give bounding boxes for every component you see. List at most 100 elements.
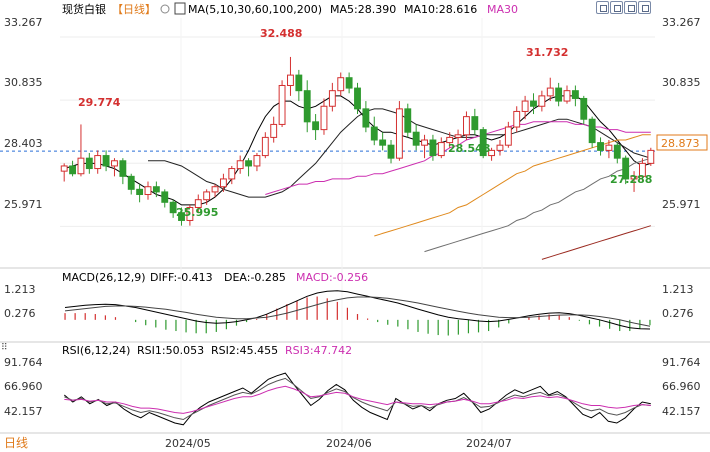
price-tick-left: 30.835 [4,76,43,89]
candle-body [622,157,630,180]
candle-body [421,139,428,146]
candle-body [563,90,571,102]
macd-tick: 1.213 [4,283,36,296]
candle-body [228,168,236,180]
candle-body [630,175,638,180]
candle-body [588,118,596,144]
candle-body [203,191,211,201]
rsi-tick: 91.764 [4,356,43,369]
candle-body [194,199,202,208]
candle-body [471,116,479,131]
candle-body [555,87,563,102]
candle-body [219,178,227,188]
macd-tick: 0.276 [662,307,694,320]
candle-body [395,108,403,159]
macd-diff-line [64,290,651,330]
candle-body [538,95,546,107]
candle-body [370,126,378,141]
rsi-panel [63,372,651,426]
candle-body [278,84,286,125]
panel-resize-icon[interactable]: ⠿ [1,342,8,353]
candle-body [504,126,512,146]
candle-body [119,160,127,177]
candle-body [412,131,420,146]
period-button[interactable]: 日线 [4,436,28,450]
candle-body [546,87,554,97]
x-axis-label: 2024/07 [466,437,512,450]
high-annotation: 32.488 [260,27,302,40]
macd-panel [64,290,651,336]
candle-body [312,121,320,131]
rsi2-line [64,377,651,421]
ma30-value: MA30 [487,3,518,16]
candle-body [69,165,77,175]
candle-body [580,97,588,120]
candle-body [245,160,252,167]
candle-body [261,136,269,157]
rsi-tick: 66.960 [4,380,43,393]
rsi3-value: RSI3:47.742 [285,344,352,357]
macd-diff: DIFF:-0.413 [150,271,213,284]
x-axis-label: 2024/06 [326,437,372,450]
candle-body [152,186,160,193]
fullscreen-icon[interactable] [638,1,651,14]
price-tick-left: 33.267 [4,16,43,29]
candle-body [211,186,219,193]
candle-body [479,129,487,157]
ma60-line [374,134,651,237]
candle-body [85,157,93,170]
low-annotation: 28.548 [448,142,490,155]
ma10-value: MA10:28.616 [404,3,477,16]
x-axis-label: 2024/05 [165,437,211,450]
candle-body [613,144,621,159]
grid-lines [0,18,710,434]
candle-body [530,100,537,107]
candle-body [178,212,185,221]
candle-body [320,105,328,131]
candle-body [521,100,529,112]
candle-body [647,149,655,164]
rsi1-value: RSI1:50.053 [137,344,204,357]
candle-body [638,162,646,177]
candle-body [345,77,353,89]
macd-dea-line [64,296,651,327]
zoom-in-icon[interactable] [610,1,623,14]
candle-body [571,90,579,99]
ma30-line [265,121,651,195]
ma-toggle-icon[interactable] [174,2,186,15]
candle-body [94,155,102,170]
price-tick-left: 25.971 [4,198,43,211]
macd-label: MACD(26,12,9) [62,271,146,284]
period-tag[interactable]: 【日线】 [112,2,156,16]
rsi1-line [63,372,651,426]
macd-tick: 1.213 [662,283,694,296]
candle-body [387,144,395,159]
current-price-box [656,134,708,151]
crosshair-tool-icon[interactable] [596,1,609,14]
candle-body [379,139,387,146]
settings-circle-icon[interactable] [160,4,170,14]
candlesticks [60,56,655,226]
rsi3-line [64,385,651,414]
candle-body [404,108,412,133]
candle-body [513,110,521,128]
candle-body [236,160,244,170]
moving-average-lines [64,95,651,260]
candle-body [161,191,169,203]
price-tick-right: 25.971 [662,198,701,211]
candle-body [303,90,311,123]
macd-tick: 0.276 [4,307,36,320]
candle-body [354,87,361,110]
ma100-line [424,157,651,253]
candle-body [597,142,604,151]
candle-body [287,74,294,86]
candle-body [270,123,278,138]
rsi2-value: RSI2:45.455 [211,344,278,357]
candle-body [429,139,437,157]
zoom-out-icon[interactable] [624,1,637,14]
candle-body [496,144,504,151]
candle-body [463,116,470,136]
toolbar [596,1,651,14]
macd-value: MACD:-0.256 [296,271,368,284]
